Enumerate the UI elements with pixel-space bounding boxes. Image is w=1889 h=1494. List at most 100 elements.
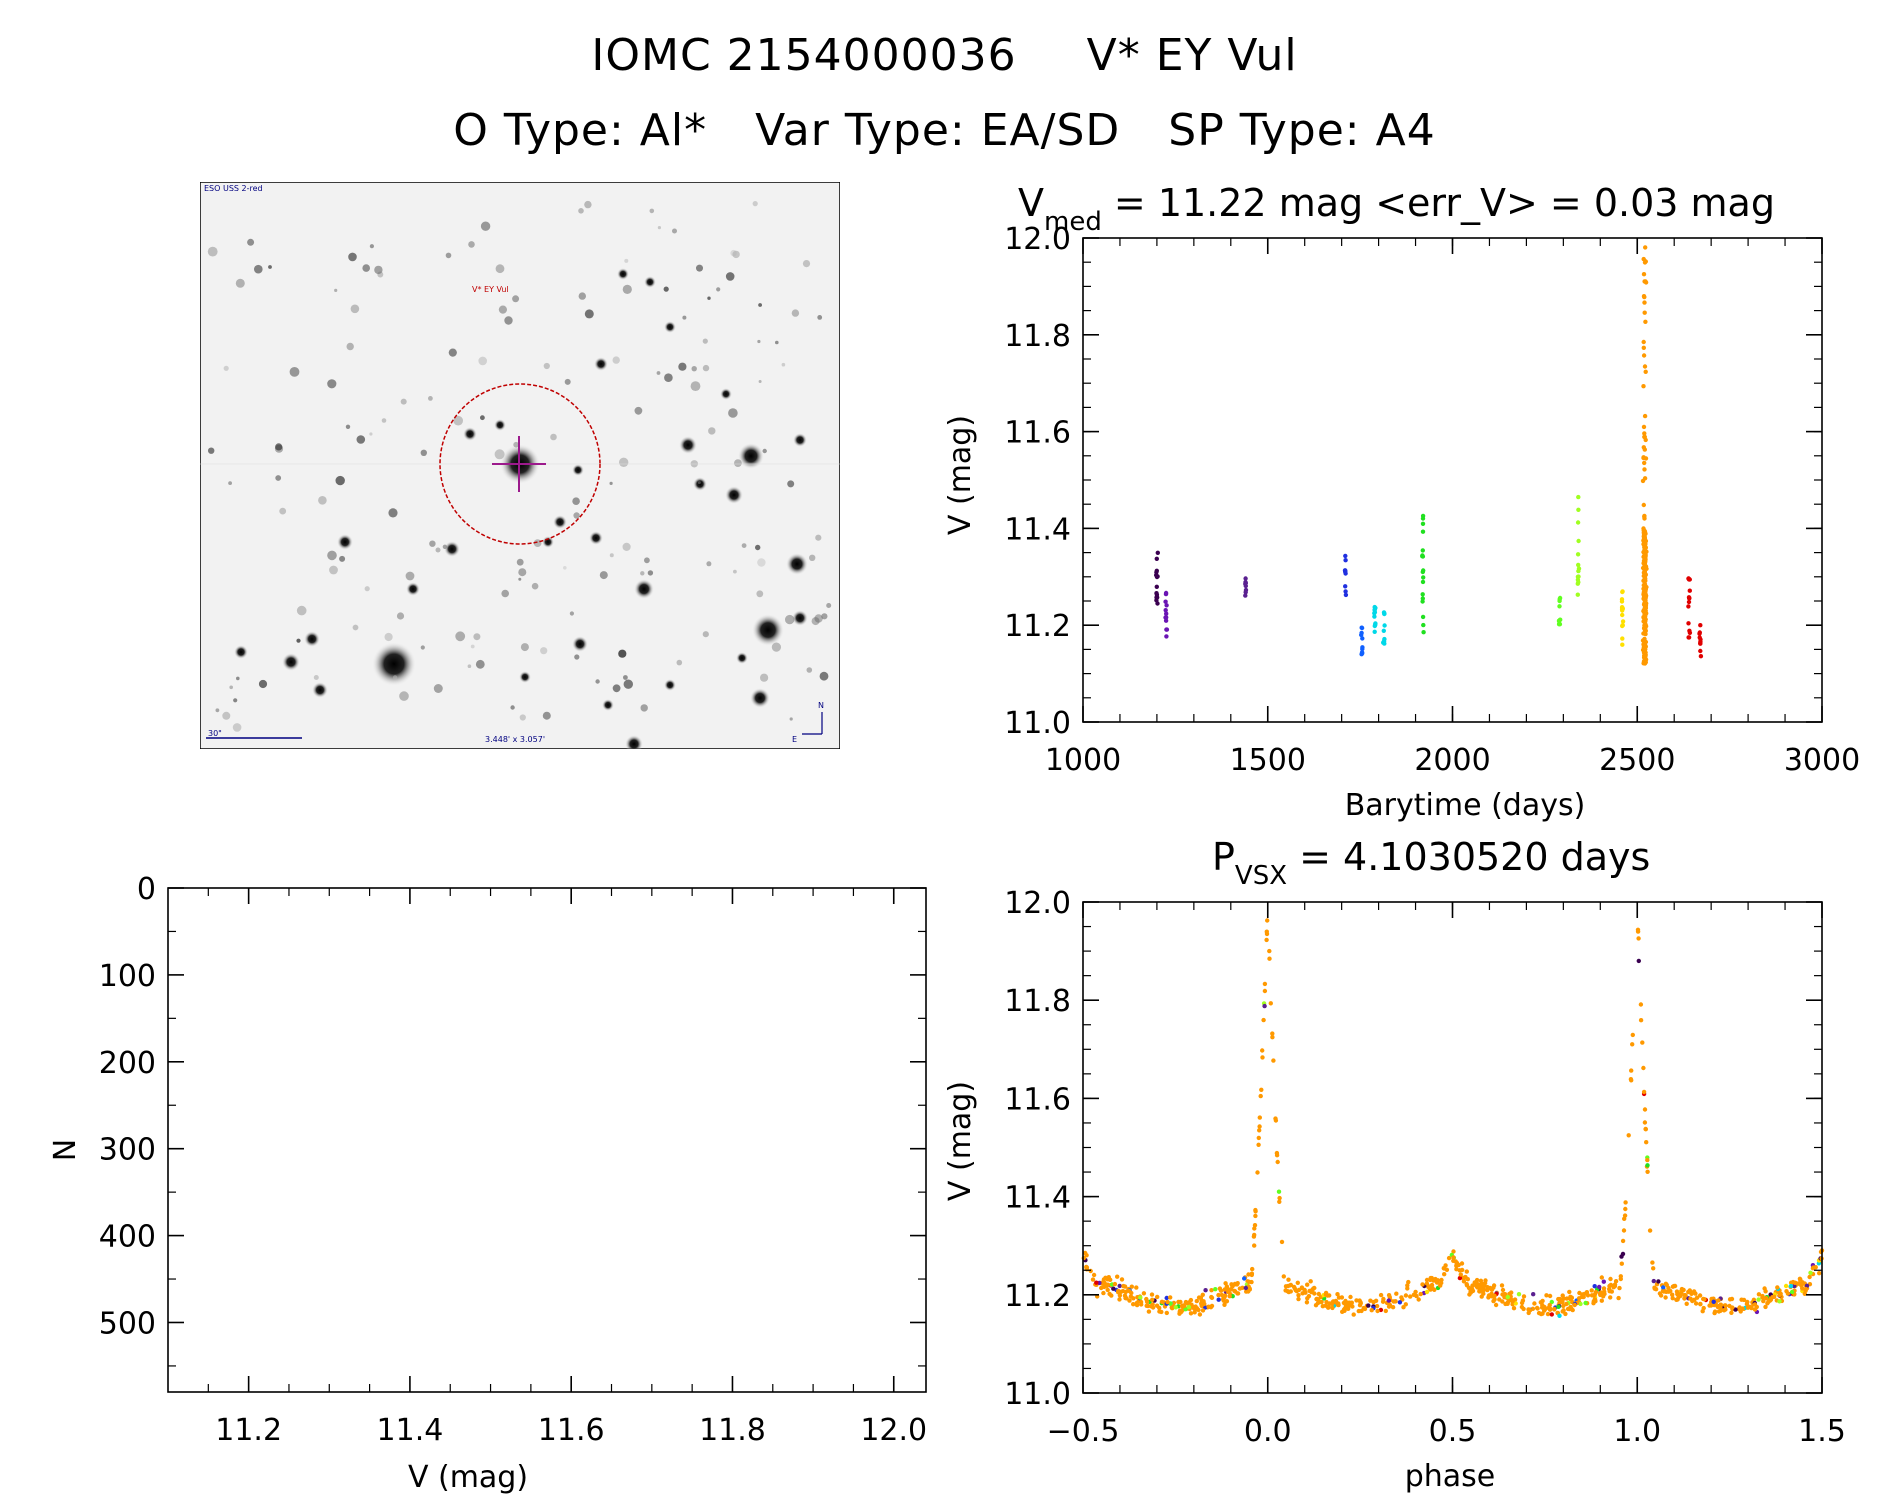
ph-point: [1260, 1055, 1265, 1060]
finder-star: [346, 342, 354, 351]
finder-star: [372, 642, 416, 686]
ph-point: [1351, 1312, 1356, 1317]
finder-star: [640, 571, 645, 576]
ph-point: [1246, 1272, 1251, 1277]
ph-point: [1641, 1089, 1647, 1095]
ph-point: [1386, 1298, 1391, 1303]
finder-star: [702, 338, 708, 344]
ph-point: [1788, 1283, 1794, 1289]
ph-point: [1640, 1040, 1645, 1045]
ph-point: [1252, 1223, 1258, 1228]
ph-point: [1674, 1289, 1680, 1294]
finder-star: [444, 541, 460, 557]
ph-point: [1131, 1302, 1136, 1307]
ph-point: [1626, 1133, 1631, 1138]
finder-star: [228, 481, 232, 485]
finder-star: [771, 642, 782, 652]
finder-star: [826, 603, 832, 608]
ph-point: [1222, 1302, 1227, 1307]
ph-point: [1729, 1296, 1735, 1302]
ph-point: [1511, 1306, 1517, 1311]
ph-point: [1359, 1308, 1364, 1314]
finder-star: [335, 475, 345, 486]
ph-point: [1745, 1305, 1751, 1310]
ph-point: [1802, 1291, 1807, 1296]
lc-point: [1343, 584, 1348, 589]
ph-point: [1446, 1255, 1452, 1261]
lc-ytick-label: 11.4: [1004, 512, 1071, 547]
ph-title: PVSX = 4.1030520 days: [1212, 836, 1650, 891]
lc-point: [1642, 434, 1647, 440]
lc-point: [1576, 538, 1581, 544]
ph-point: [1451, 1255, 1456, 1260]
ph-point: [1547, 1293, 1553, 1299]
ph-point: [1661, 1289, 1666, 1294]
lc-title-main: V: [1018, 181, 1044, 225]
ph-point: [1235, 1291, 1240, 1296]
finder-star: [657, 226, 661, 230]
lc-point: [1343, 589, 1348, 594]
ph-point: [1636, 936, 1641, 941]
lc-point: [1421, 568, 1426, 573]
hist-frame: [167, 887, 927, 1393]
ph-point: [1374, 1303, 1380, 1309]
ph-point: [1711, 1299, 1716, 1304]
ph-point: [1185, 1301, 1190, 1306]
finder-star: [518, 577, 522, 581]
finder-star: [679, 436, 697, 454]
ph-point: [1209, 1294, 1214, 1300]
ph-point: [1561, 1303, 1566, 1309]
ph-point: [1171, 1300, 1177, 1306]
ph-point: [1279, 1239, 1285, 1245]
finder-star: [542, 536, 554, 548]
finder-star: [572, 636, 588, 652]
finder-star: [609, 481, 613, 485]
ph-point: [1764, 1296, 1769, 1301]
ph-point: [1336, 1295, 1342, 1300]
ph-point: [1206, 1304, 1211, 1309]
ph-xtick-label: 1.0: [1613, 1414, 1661, 1449]
lc-point: [1164, 611, 1169, 616]
star-name: V* EY Vul: [1086, 30, 1298, 81]
lc-point: [1642, 605, 1647, 611]
ph-point: [1203, 1288, 1208, 1293]
lc-point: [1641, 583, 1646, 588]
lc-point: [1698, 641, 1703, 646]
ph-point: [1319, 1299, 1324, 1305]
ph-point: [1642, 1120, 1648, 1125]
ph-ytick-label: 11.6: [1004, 1082, 1071, 1117]
ph-point: [1716, 1303, 1722, 1309]
ph-point: [1253, 1207, 1258, 1213]
finder-star: [405, 571, 415, 581]
ph-point: [1500, 1287, 1506, 1293]
ph-point: [1789, 1289, 1795, 1295]
finder-star: [589, 531, 603, 545]
lc-point: [1164, 634, 1169, 639]
lc-point: [1641, 339, 1646, 345]
finder-star: [623, 679, 633, 689]
finder-star: [819, 671, 829, 681]
ph-point: [1179, 1309, 1184, 1314]
ph-point: [1084, 1253, 1089, 1258]
finder-star: [787, 480, 795, 488]
ph-point: [1335, 1292, 1340, 1297]
ph-point: [1296, 1296, 1301, 1302]
ph-point: [1223, 1281, 1228, 1286]
finder-star: [512, 295, 520, 303]
ph-point: [1620, 1238, 1626, 1244]
ph-point: [1331, 1299, 1336, 1304]
ph-point: [1299, 1285, 1305, 1290]
ph-point: [1424, 1281, 1430, 1286]
lc-point: [1697, 635, 1702, 640]
finder-star: [234, 645, 248, 659]
lc-point: [1620, 642, 1625, 647]
lc-point: [1381, 628, 1386, 633]
ph-point: [1121, 1283, 1126, 1289]
ph-point: [1424, 1289, 1430, 1295]
ph-point: [1599, 1275, 1604, 1280]
object-type: O Type: Al*: [453, 105, 708, 156]
finder-star: [352, 624, 359, 631]
ph-point: [1397, 1300, 1403, 1305]
finder-star: [388, 508, 398, 518]
ph-point: [1411, 1292, 1417, 1297]
